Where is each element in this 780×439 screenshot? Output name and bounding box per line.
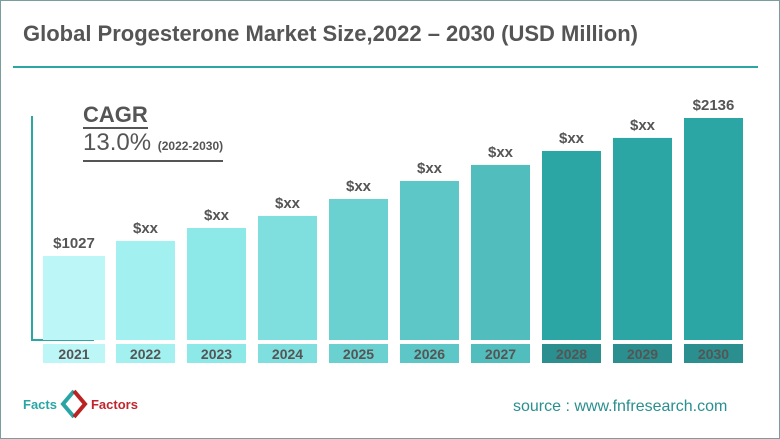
logo-left-text: Facts: [23, 396, 57, 412]
category-label-2024: 2024: [272, 346, 303, 362]
category-label-2025: 2025: [343, 346, 374, 362]
category-label-2022: 2022: [130, 346, 161, 362]
bar-2022: [116, 240, 175, 340]
category-bg-2027: [471, 344, 530, 363]
facts-factors-logo: Facts Factors: [23, 389, 138, 419]
cagr-period: (2022-2030): [157, 139, 224, 153]
bar-2030: [684, 118, 743, 340]
category-label-2027: 2027: [485, 346, 516, 362]
category-bg-2026: [400, 344, 459, 363]
data-label-2023: $xx: [204, 207, 230, 224]
bar-2024: [258, 215, 317, 340]
cagr-value: 13.0%: [83, 129, 152, 156]
bar-2026: [400, 180, 459, 340]
category-bg-2029: [613, 344, 672, 363]
logo-mark-icon: [60, 389, 88, 419]
title-divider: [13, 66, 758, 68]
category-bg-2024: [258, 344, 317, 363]
data-label-2022: $xx: [133, 220, 159, 237]
bar-2027: [471, 164, 530, 340]
source-text: source : www.fnfresearch.com: [513, 398, 728, 415]
category-label-2029: 2029: [627, 346, 658, 362]
category-bg-2030: [684, 344, 743, 363]
category-bg-2022: [116, 344, 175, 363]
data-label-2026: $xx: [417, 160, 443, 177]
data-label-2028: $xx: [559, 130, 585, 147]
bar-2028: [542, 150, 601, 340]
category-bg-2028: [542, 344, 601, 363]
category-bg-2025: [329, 344, 388, 363]
cagr-box: CAGR 13.0% (2022-2030): [83, 102, 224, 162]
category-label-2030: 2030: [698, 346, 729, 362]
cagr-label: CAGR: [83, 102, 148, 129]
bar-2029: [613, 137, 672, 340]
data-label-2027: $xx: [488, 144, 514, 161]
category-label-2021: 2021: [58, 346, 89, 362]
category-bg-2023: [187, 344, 246, 363]
category-bg-2021: [43, 344, 105, 363]
data-label-2024: $xx: [275, 195, 301, 212]
data-label-2029: $xx: [630, 117, 656, 134]
logo-right-text: Factors: [90, 396, 138, 412]
bar-2023: [187, 228, 246, 340]
data-label-2021: $1027: [53, 235, 95, 252]
category-label-2028: 2028: [556, 346, 587, 362]
category-label-2023: 2023: [201, 346, 232, 362]
bar-2025: [329, 199, 388, 340]
bar-2021: [43, 256, 105, 340]
chart-title: Global Progesterone Market Size,2022 – 2…: [23, 21, 638, 46]
plot-frame-left: [31, 116, 33, 340]
category-label-2026: 2026: [414, 346, 445, 362]
data-label-2030: $2136: [693, 97, 735, 114]
data-label-2025: $xx: [346, 178, 372, 195]
